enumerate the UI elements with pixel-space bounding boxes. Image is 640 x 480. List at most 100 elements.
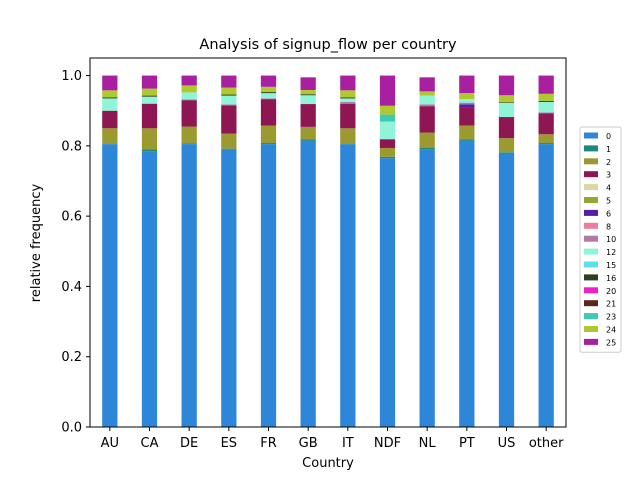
legend-label-10: 10 bbox=[606, 235, 616, 244]
bar-segment-AU-series-24 bbox=[102, 90, 118, 98]
y-tick-label: 0.0 bbox=[61, 421, 82, 436]
bar-segment-CA-series-3 bbox=[141, 103, 158, 129]
bar-segment-DE-series-10 bbox=[181, 99, 197, 101]
legend-label-2: 2 bbox=[606, 158, 611, 167]
y-tick-label: 0.8 bbox=[61, 139, 82, 154]
x-tick-label-US: US bbox=[498, 436, 516, 451]
bar-segment-FR-series-24 bbox=[260, 86, 277, 93]
x-tick-label-PT: PT bbox=[459, 436, 475, 451]
bar-segment-GB-series-16 bbox=[300, 94, 316, 96]
legend-swatch-20 bbox=[584, 287, 598, 294]
legend-label-1: 1 bbox=[606, 145, 611, 154]
bar-segment-GB-series-24 bbox=[300, 89, 316, 95]
bar-segment-GB-series-1 bbox=[300, 139, 316, 141]
bar-segment-CA-series-25 bbox=[141, 75, 158, 89]
legend-box bbox=[579, 126, 622, 353]
bar-segment-US-series-24 bbox=[498, 95, 515, 103]
bar-layer bbox=[102, 75, 554, 427]
bar-segment-CA-series-16 bbox=[141, 95, 158, 97]
bar-segment-AU-series-12 bbox=[102, 98, 118, 111]
bar-segment-NL-series-12 bbox=[419, 95, 435, 105]
legend-swatch-10 bbox=[584, 235, 598, 242]
legend-label-15: 15 bbox=[606, 261, 616, 270]
bar-segment-ES-series-2 bbox=[221, 133, 237, 149]
bar-segment-US-series-2 bbox=[498, 138, 515, 153]
legend-swatch-0 bbox=[584, 132, 598, 139]
bar-segment-DE-series-25 bbox=[181, 75, 197, 86]
bar-segment-NDF-series-12 bbox=[379, 121, 396, 140]
bar-segment-IT-series-25 bbox=[340, 75, 356, 91]
bar-segment-DE-series-1 bbox=[181, 143, 197, 145]
legend-label-23: 23 bbox=[606, 313, 616, 322]
legend-label-8: 8 bbox=[606, 222, 611, 231]
legend-swatch-23 bbox=[584, 313, 598, 320]
bar-segment-PT-series-0 bbox=[459, 140, 475, 427]
x-tick-label-DE: DE bbox=[180, 436, 198, 451]
bar-segment-FR-series-12 bbox=[260, 93, 277, 99]
bar-segment-FR-series-1 bbox=[260, 143, 277, 145]
x-tick-label-ES: ES bbox=[221, 436, 237, 451]
legend-label-0: 0 bbox=[606, 132, 611, 141]
bar-segment-CA-series-1 bbox=[141, 149, 158, 152]
legend-swatch-6 bbox=[584, 209, 598, 216]
legend-swatch-4 bbox=[584, 184, 598, 191]
y-tick-label: 0.6 bbox=[61, 210, 82, 225]
bar-segment-NDF-series-2 bbox=[379, 147, 396, 157]
legend-label-12: 12 bbox=[606, 248, 616, 257]
bar-segment-PT-series-1 bbox=[459, 139, 475, 141]
bar-segment-other-series-3 bbox=[538, 113, 554, 135]
bar-segment-FR-series-3 bbox=[260, 99, 277, 126]
legend-swatch-5 bbox=[584, 197, 598, 203]
bar-segment-NL-series-25 bbox=[419, 77, 435, 92]
bar-segment-NDF-series-23 bbox=[379, 114, 396, 122]
legend-label-6: 6 bbox=[606, 209, 611, 218]
bar-segment-FR-series-2 bbox=[260, 125, 277, 144]
y-tick-label: 0.4 bbox=[61, 280, 82, 295]
bar-segment-US-series-16 bbox=[498, 102, 515, 103]
chart-title: Analysis of signup_flow per country bbox=[199, 37, 457, 53]
bar-segment-ES-series-12 bbox=[221, 95, 237, 105]
x-tick-label-CA: CA bbox=[141, 436, 159, 451]
legend-label-25: 25 bbox=[606, 338, 616, 347]
bar-segment-US-series-1 bbox=[498, 152, 515, 153]
legend-swatch-12 bbox=[584, 248, 598, 255]
bar-segment-other-series-12 bbox=[538, 101, 554, 113]
bar-segment-ES-series-24 bbox=[221, 87, 237, 95]
bar-segment-other-series-1 bbox=[538, 143, 554, 145]
legend-swatch-3 bbox=[584, 171, 598, 178]
x-tick-label-NDF: NDF bbox=[374, 436, 401, 451]
bar-segment-US-series-12 bbox=[498, 102, 515, 118]
bar-segment-other-series-2 bbox=[538, 134, 554, 144]
bar-segment-FR-series-10 bbox=[260, 98, 277, 100]
x-tick-label-FR: FR bbox=[260, 436, 277, 451]
bar-segment-IT-series-10 bbox=[340, 101, 356, 104]
bar-segment-IT-series-16 bbox=[340, 97, 356, 99]
bar-segment-PT-series-3 bbox=[459, 107, 475, 126]
bar-segment-GB-series-25 bbox=[300, 77, 316, 90]
bar-segment-PT-series-6 bbox=[459, 104, 475, 108]
bar-segment-NDF-series-25 bbox=[379, 75, 396, 106]
bar-segment-other-series-24 bbox=[538, 93, 554, 101]
legend-swatch-2 bbox=[584, 158, 598, 165]
bar-segment-GB-series-2 bbox=[300, 126, 316, 140]
bar-segment-AU-series-2 bbox=[102, 128, 118, 145]
x-tick-label-NL: NL bbox=[419, 436, 437, 451]
bar-segment-NL-series-10 bbox=[419, 104, 435, 107]
bar-segment-AU-series-0 bbox=[102, 144, 118, 427]
bar-segment-FR-series-25 bbox=[260, 75, 277, 87]
y-axis-label: relative frequency bbox=[29, 184, 44, 303]
legend-label-16: 16 bbox=[606, 274, 616, 283]
bar-segment-NL-series-3 bbox=[419, 106, 435, 133]
bar-segment-NDF-series-1 bbox=[379, 156, 396, 159]
bar-segment-US-series-25 bbox=[498, 75, 515, 96]
bar-segment-ES-series-1 bbox=[221, 148, 237, 150]
legend-label-21: 21 bbox=[606, 300, 616, 309]
legend-swatch-25 bbox=[584, 338, 598, 345]
bar-segment-IT-series-12 bbox=[340, 98, 356, 102]
bar-segment-CA-series-24 bbox=[141, 88, 158, 96]
bar-segment-NDF-series-3 bbox=[379, 139, 396, 148]
bar-segment-IT-series-3 bbox=[340, 103, 356, 129]
bar-segment-US-series-0 bbox=[498, 152, 515, 427]
legend-label-20: 20 bbox=[606, 287, 616, 296]
